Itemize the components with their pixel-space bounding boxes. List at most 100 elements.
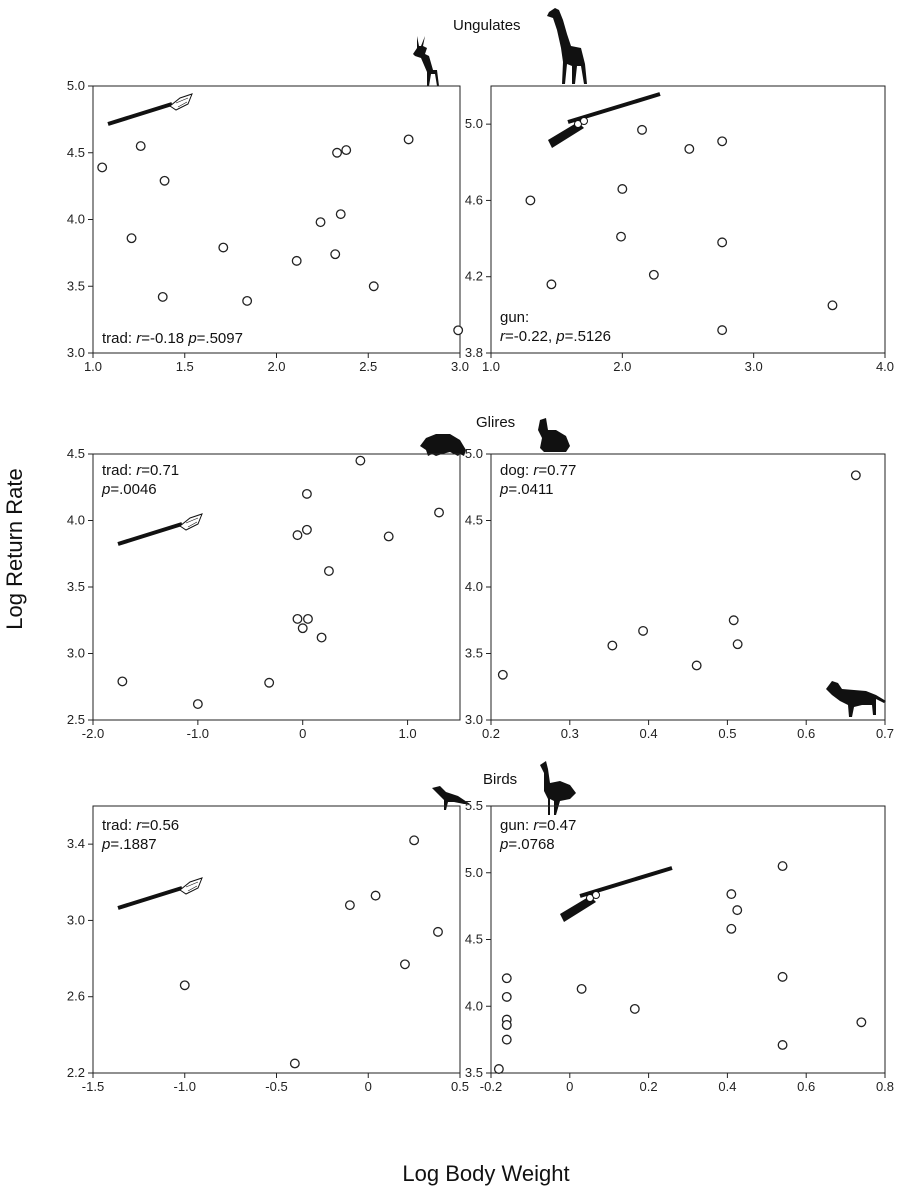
x-tick-label: 0.5	[718, 726, 736, 741]
gazelle-icon	[413, 36, 439, 86]
x-tick-label: 2.5	[359, 359, 377, 374]
data-point	[400, 959, 410, 970]
scatter-panel-4: 0.2 0.3 0.4 0.5 0.6 0.7 3.0 3.5 4.0 4.5 5.0 dog: r=…	[465, 446, 894, 741]
data-point	[335, 209, 346, 220]
data-point	[616, 231, 626, 242]
y-tick-label: 4.5	[465, 513, 483, 528]
stat-annotation-label: gun:	[500, 309, 529, 326]
x-tick-label: 0.5	[451, 1079, 469, 1094]
stat-annotation-r: trad: r=0.71	[102, 462, 179, 479]
x-tick-label: 0	[299, 726, 306, 741]
data-point	[97, 162, 108, 173]
y-tick-label: 3.0	[67, 345, 85, 360]
data-point	[827, 300, 838, 311]
data-point	[717, 237, 728, 248]
data-point	[383, 531, 394, 542]
data-point	[368, 281, 379, 292]
data-point	[501, 973, 512, 984]
data-point	[576, 983, 587, 994]
x-tick-label: 2.0	[267, 359, 285, 374]
data-point	[850, 470, 861, 481]
data-point	[179, 980, 190, 991]
data-point	[330, 249, 341, 260]
x-tick-label: 0.4	[718, 1079, 736, 1094]
y-tick-label: 3.5	[465, 1065, 483, 1080]
stat-annotation-r: trad: r=0.56	[102, 817, 179, 834]
rifle-icon	[548, 92, 661, 148]
stat-annotation-p: p=.0411	[499, 481, 554, 498]
plot-frame	[92, 85, 461, 354]
y-tick-label: 4.5	[67, 446, 85, 461]
data-point	[291, 255, 302, 266]
data-point	[546, 279, 557, 290]
stat-annotation-p: p=.0768	[499, 836, 555, 853]
data-point	[717, 136, 728, 147]
data-point	[728, 615, 739, 626]
y-tick-label: 3.4	[67, 836, 85, 851]
data-point	[157, 291, 168, 302]
stat-annotation-r: dog: r=0.77	[500, 462, 576, 479]
data-point	[355, 455, 366, 466]
data-point	[315, 217, 326, 228]
data-point	[344, 900, 355, 911]
x-tick-label: 0.2	[640, 1079, 658, 1094]
data-point	[726, 923, 737, 934]
y-tick-label: 3.8	[465, 345, 483, 360]
data-point	[301, 488, 312, 499]
scatter-panel-3: -2.0 -1.0 0 1.0 2.5 3.0 3.5 4.0 4.5 trad: r=0.71 p…	[67, 446, 461, 741]
data-point	[403, 134, 414, 145]
spear-icon	[107, 93, 193, 126]
x-tick-label: 1.0	[399, 726, 417, 741]
x-tick-label: 0.6	[797, 1079, 815, 1094]
data-point	[316, 632, 327, 643]
scatter-panel-2: 1.0 2.0 3.0 4.0 3.8 4.2 4.6 5.0 gun: r=-0.22, p=.…	[465, 85, 894, 374]
rifle-icon	[560, 866, 673, 922]
y-tick-label: 2.5	[67, 712, 85, 727]
y-tick-label: 3.0	[67, 912, 85, 927]
y-tick-label: 5.0	[465, 446, 483, 461]
y-tick-label: 2.2	[67, 1065, 85, 1080]
data-point	[332, 147, 343, 158]
data-point	[159, 175, 170, 186]
stat-annotation-r: gun: r=0.47	[500, 817, 576, 834]
y-tick-label: 4.5	[67, 145, 85, 160]
data-point	[303, 613, 313, 624]
data-point	[637, 124, 647, 135]
x-tick-label: -1.5	[82, 1079, 104, 1094]
x-tick-label: 0	[566, 1079, 573, 1094]
y-tick-label: 4.0	[67, 212, 85, 227]
stat-annotation: trad: r=-0.18 p=.5097	[102, 330, 243, 347]
data-point	[856, 1017, 867, 1028]
data-point	[434, 507, 444, 518]
y-tick-label: 3.0	[465, 712, 483, 727]
x-tick-label: -0.5	[265, 1079, 287, 1094]
y-tick-label: 3.5	[67, 579, 85, 594]
x-tick-label: 0.6	[797, 726, 815, 741]
data-point	[777, 1040, 788, 1050]
x-tick-label: 1.5	[176, 359, 194, 374]
data-point	[629, 1003, 640, 1014]
group-label-ungulates: Ungulates	[453, 17, 521, 34]
x-tick-label: -0.2	[480, 1079, 502, 1094]
stat-annotation-p: p=.1887	[101, 836, 157, 853]
data-point	[242, 295, 253, 306]
marmot-icon	[420, 434, 466, 456]
data-point	[493, 1064, 504, 1074]
data-point	[684, 143, 695, 154]
data-point	[126, 233, 137, 244]
data-point	[497, 669, 508, 680]
data-point	[370, 890, 381, 901]
x-tick-label: 3.0	[745, 359, 763, 374]
x-tick-label: 4.0	[876, 359, 894, 374]
data-point	[264, 677, 275, 688]
data-point	[607, 640, 618, 651]
data-point	[501, 1034, 512, 1045]
scatter-panel-6: -0.2 0 0.2 0.4 0.6 0.8 3.5 4.0 4.5 5.0 5.5 gun: r=0…	[465, 798, 894, 1094]
plot-frame	[490, 85, 886, 354]
turkey-icon	[540, 761, 576, 815]
x-tick-label: 1.0	[84, 359, 102, 374]
y-tick-label: 3.5	[465, 646, 483, 661]
stat-annotation-p: p=.0046	[101, 481, 157, 498]
y-tick-label: 4.0	[67, 513, 85, 528]
